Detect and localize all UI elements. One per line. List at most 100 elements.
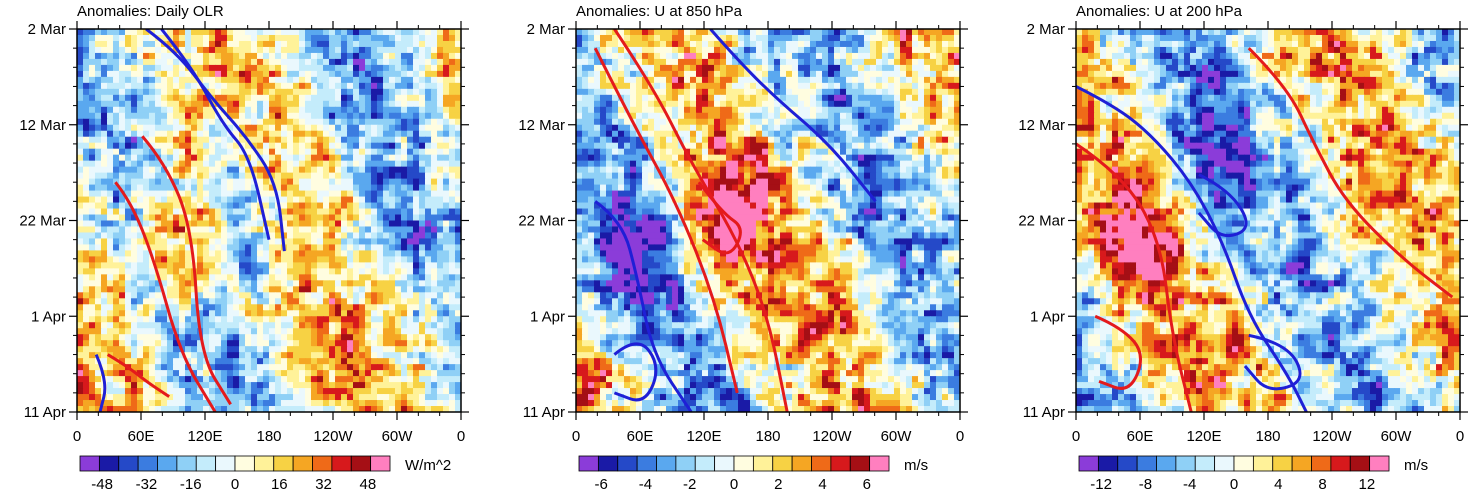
heatmap-cell	[155, 184, 162, 192]
heatmap-cell	[371, 340, 378, 347]
heatmap-cell	[215, 70, 222, 78]
heatmap-cell	[443, 94, 450, 102]
heatmap-cell	[335, 136, 342, 144]
heatmap-cell	[335, 202, 342, 210]
heatmap-cell	[353, 244, 360, 252]
heatmap-cell	[774, 76, 781, 84]
heatmap-cell	[443, 382, 450, 389]
heatmap-cell	[293, 226, 300, 234]
heatmap-cell	[624, 52, 631, 60]
heatmap-cell	[293, 52, 300, 60]
heatmap-cell	[89, 94, 96, 102]
heatmap-cell	[443, 130, 450, 138]
heatmap-cell	[119, 136, 126, 144]
heatmap-cell	[906, 76, 913, 84]
heatmap-cell	[239, 52, 246, 60]
heatmap-cell	[263, 82, 270, 90]
heatmap-cell	[858, 46, 865, 54]
heatmap-cell	[407, 268, 414, 275]
heatmap-cell	[395, 388, 402, 395]
heatmap-cell	[191, 202, 198, 210]
heatmap-cell	[89, 52, 96, 60]
heatmap-cell	[311, 124, 318, 132]
heatmap-cell	[173, 292, 180, 299]
heatmap-cell	[419, 166, 426, 174]
heatmap-cell	[618, 29, 625, 36]
heatmap-cell	[413, 250, 420, 257]
heatmap-cell	[113, 298, 120, 305]
heatmap-cell	[215, 328, 222, 335]
heatmap-cell	[131, 286, 138, 293]
heatmap-cell	[329, 178, 336, 186]
heatmap-cell	[311, 29, 318, 36]
heatmap-cell	[413, 388, 420, 395]
heatmap-cell	[936, 82, 943, 90]
heatmap-cell	[179, 406, 186, 412]
heatmap-cell	[101, 400, 108, 407]
heatmap-cell	[437, 226, 444, 234]
heatmap-cell	[263, 202, 270, 210]
heatmap-cell	[197, 46, 204, 54]
heatmap-cell	[666, 40, 673, 48]
heatmap-cell	[708, 64, 715, 72]
heatmap-cell	[77, 262, 84, 269]
heatmap-cell	[275, 370, 282, 377]
heatmap-cell	[83, 400, 90, 407]
heatmap-cell	[101, 328, 108, 335]
heatmap-cell	[197, 232, 204, 240]
heatmap-cell	[239, 124, 246, 132]
heatmap-cell	[305, 112, 312, 120]
heatmap-cell	[293, 382, 300, 389]
heatmap-cell	[870, 64, 877, 72]
heatmap-cell	[407, 310, 414, 317]
heatmap-cell	[924, 82, 931, 90]
heatmap-cell	[449, 232, 456, 240]
heatmap-cell	[341, 190, 348, 198]
heatmap-cell	[419, 118, 426, 126]
heatmap-cell	[870, 88, 877, 96]
heatmap-cell	[419, 286, 426, 293]
heatmap-cell	[840, 46, 847, 54]
heatmap-cell	[125, 394, 132, 401]
heatmap-cell	[371, 238, 378, 246]
heatmap-cell	[449, 304, 456, 311]
heatmap-cell	[245, 88, 252, 96]
heatmap-cell	[77, 322, 84, 329]
heatmap-cell	[335, 280, 342, 287]
heatmap-cell	[239, 310, 246, 317]
heatmap-cell	[870, 46, 877, 54]
heatmap-cell	[137, 70, 144, 78]
heatmap-cell	[431, 400, 438, 407]
heatmap-cell	[401, 388, 408, 395]
heatmap-cell	[269, 280, 276, 287]
heatmap-cell	[137, 382, 144, 389]
heatmap-cell	[660, 94, 667, 102]
heatmap-cell	[371, 190, 378, 198]
heatmap-cell	[89, 88, 96, 96]
heatmap-cell	[924, 46, 931, 54]
heatmap-cell	[125, 29, 132, 36]
heatmap-cell	[125, 292, 132, 299]
heatmap-cell	[377, 280, 384, 287]
heatmap-cell	[407, 286, 414, 293]
heatmap-cell	[227, 34, 234, 42]
heatmap-cell	[77, 166, 84, 174]
heatmap-cell	[257, 346, 264, 353]
heatmap-cell	[425, 304, 432, 311]
heatmap-cell	[155, 124, 162, 132]
heatmap-cell	[119, 286, 126, 293]
heatmap-cell	[257, 292, 264, 299]
heatmap-cell	[816, 70, 823, 78]
heatmap-cell	[143, 382, 150, 389]
heatmap-cell	[233, 202, 240, 210]
heatmap-cell	[233, 274, 240, 281]
heatmap-cell	[143, 262, 150, 269]
heatmap-cell	[227, 358, 234, 365]
heatmap-cell	[419, 388, 426, 395]
heatmap-cell	[257, 148, 264, 156]
heatmap-cell	[395, 346, 402, 353]
heatmap-cell	[347, 100, 354, 108]
heatmap-cell	[443, 352, 450, 359]
heatmap-cell	[630, 82, 637, 90]
heatmap-cell	[954, 88, 960, 96]
